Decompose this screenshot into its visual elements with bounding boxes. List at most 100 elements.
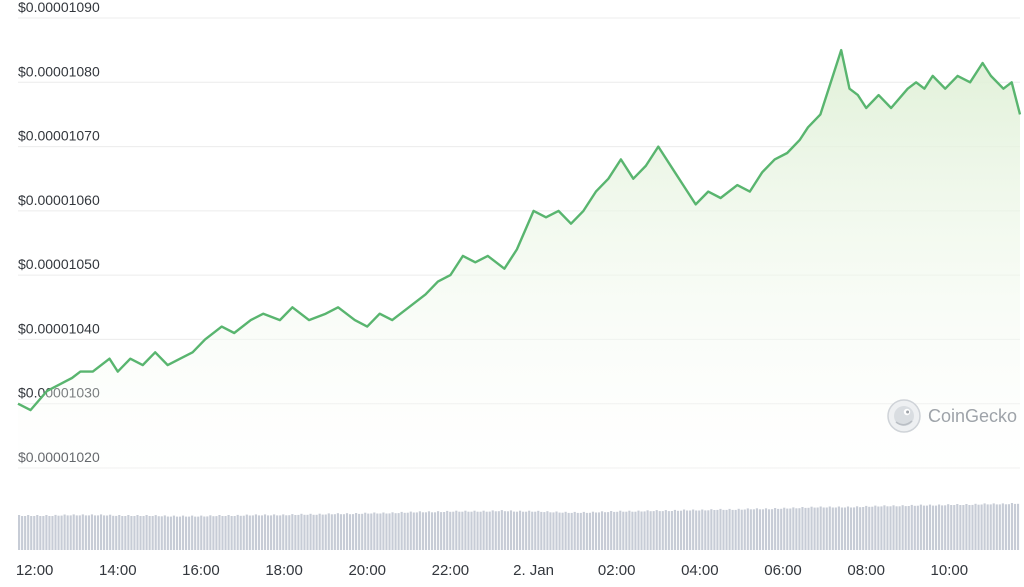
- volume-bar: [846, 506, 850, 550]
- volume-bar: [992, 503, 995, 550]
- volume-bar: [965, 504, 968, 550]
- volume-bar: [163, 515, 166, 550]
- volume-bar: [667, 511, 670, 550]
- volume-bar: [406, 512, 409, 550]
- volume-bar: [452, 511, 455, 550]
- volume-bar: [519, 510, 522, 550]
- volume-bar: [309, 513, 312, 550]
- volume-bar: [197, 516, 200, 550]
- volume-bar: [746, 508, 749, 550]
- volume-bar: [840, 507, 843, 550]
- volume-bar: [233, 516, 236, 550]
- volume-bar: [582, 511, 585, 550]
- volume-bar: [279, 515, 282, 550]
- volume-bar: [664, 510, 667, 550]
- volume-bar: [84, 515, 87, 550]
- volume-bar: [482, 510, 485, 550]
- volume-bar: [734, 509, 737, 550]
- volume-bar: [288, 515, 291, 550]
- volume-bar: [63, 514, 66, 550]
- volume-bar: [883, 505, 886, 550]
- volume-bar: [39, 516, 42, 550]
- volume-bar: [488, 511, 491, 550]
- volume-bar: [48, 516, 51, 550]
- volume-bar: [567, 512, 570, 550]
- volume-bar: [1004, 504, 1007, 550]
- volume-bar: [807, 507, 810, 550]
- volume-bar: [886, 506, 889, 550]
- volume-bar: [834, 507, 837, 550]
- volume-bar: [913, 505, 916, 550]
- volume-bar: [767, 509, 771, 550]
- x-tick-label: 06:00: [764, 562, 802, 579]
- volume-bar: [771, 509, 774, 550]
- volume-bar: [710, 509, 713, 550]
- volume-bar: [801, 507, 804, 550]
- y-tick-label: $0.00001080: [18, 63, 100, 79]
- volume-bar: [1007, 504, 1010, 550]
- volume-bar: [285, 515, 288, 550]
- volume-bar: [345, 513, 349, 550]
- volume-bar: [512, 511, 516, 550]
- volume-bar: [251, 515, 254, 550]
- volume-bar: [69, 515, 72, 550]
- volume-bar: [112, 515, 115, 550]
- volume-bar: [922, 505, 925, 550]
- volume-bar: [427, 511, 431, 550]
- volume-bar: [816, 507, 819, 550]
- volume-bar: [273, 514, 276, 550]
- volume-bar: [142, 516, 145, 550]
- volume-bar: [798, 508, 801, 550]
- x-tick-label: 10:00: [931, 562, 969, 579]
- volume-bar: [382, 512, 385, 550]
- volume-bar: [230, 516, 233, 550]
- volume-bar: [947, 504, 950, 550]
- volume-bar: [673, 509, 676, 550]
- x-tick-label: 14:00: [99, 562, 137, 579]
- volume-bar: [212, 516, 215, 550]
- volume-bar: [87, 515, 90, 550]
- volume-bar: [99, 514, 103, 550]
- volume-bar: [871, 506, 874, 550]
- volume-bar: [203, 516, 206, 550]
- price-area: [18, 50, 1020, 488]
- volume-bar: [959, 505, 962, 550]
- volume-bar: [853, 507, 856, 550]
- volume-bar: [795, 508, 798, 550]
- volume-bar: [780, 508, 783, 550]
- volume-bar: [616, 511, 619, 550]
- volume-bar: [819, 506, 822, 550]
- volume-bar: [178, 516, 182, 550]
- volume-bar: [224, 516, 227, 550]
- volume-bar: [977, 504, 980, 550]
- volume-bar: [412, 512, 415, 550]
- volume-bar: [552, 512, 555, 550]
- volume-bar: [379, 513, 382, 550]
- volume-bar: [825, 507, 828, 550]
- volume-bar: [537, 510, 540, 550]
- volume-bar: [409, 511, 412, 550]
- volume-bar: [355, 513, 358, 550]
- volume-bar: [925, 505, 929, 550]
- volume-bar: [169, 516, 172, 550]
- volume-bar: [115, 515, 118, 550]
- volume-bar: [254, 514, 257, 550]
- volume-bar: [874, 505, 877, 550]
- volume-bar: [810, 506, 813, 550]
- volume-bar: [713, 510, 716, 550]
- volume-bar: [476, 511, 479, 550]
- volume-bar: [692, 509, 695, 550]
- volume-bar: [1013, 503, 1017, 550]
- volume-bar: [136, 515, 139, 550]
- watermark-text: CoinGecko: [928, 406, 1017, 426]
- volume-bar: [600, 511, 604, 550]
- volume-bar: [139, 516, 142, 550]
- volume-bar: [1001, 503, 1004, 550]
- volume-bar: [443, 512, 446, 550]
- volume-bar: [491, 510, 494, 550]
- volume-bar: [236, 514, 239, 550]
- volume-bar: [950, 505, 953, 550]
- volume-bar: [570, 512, 573, 550]
- volume-bar: [358, 513, 361, 550]
- volume-bar: [239, 515, 242, 550]
